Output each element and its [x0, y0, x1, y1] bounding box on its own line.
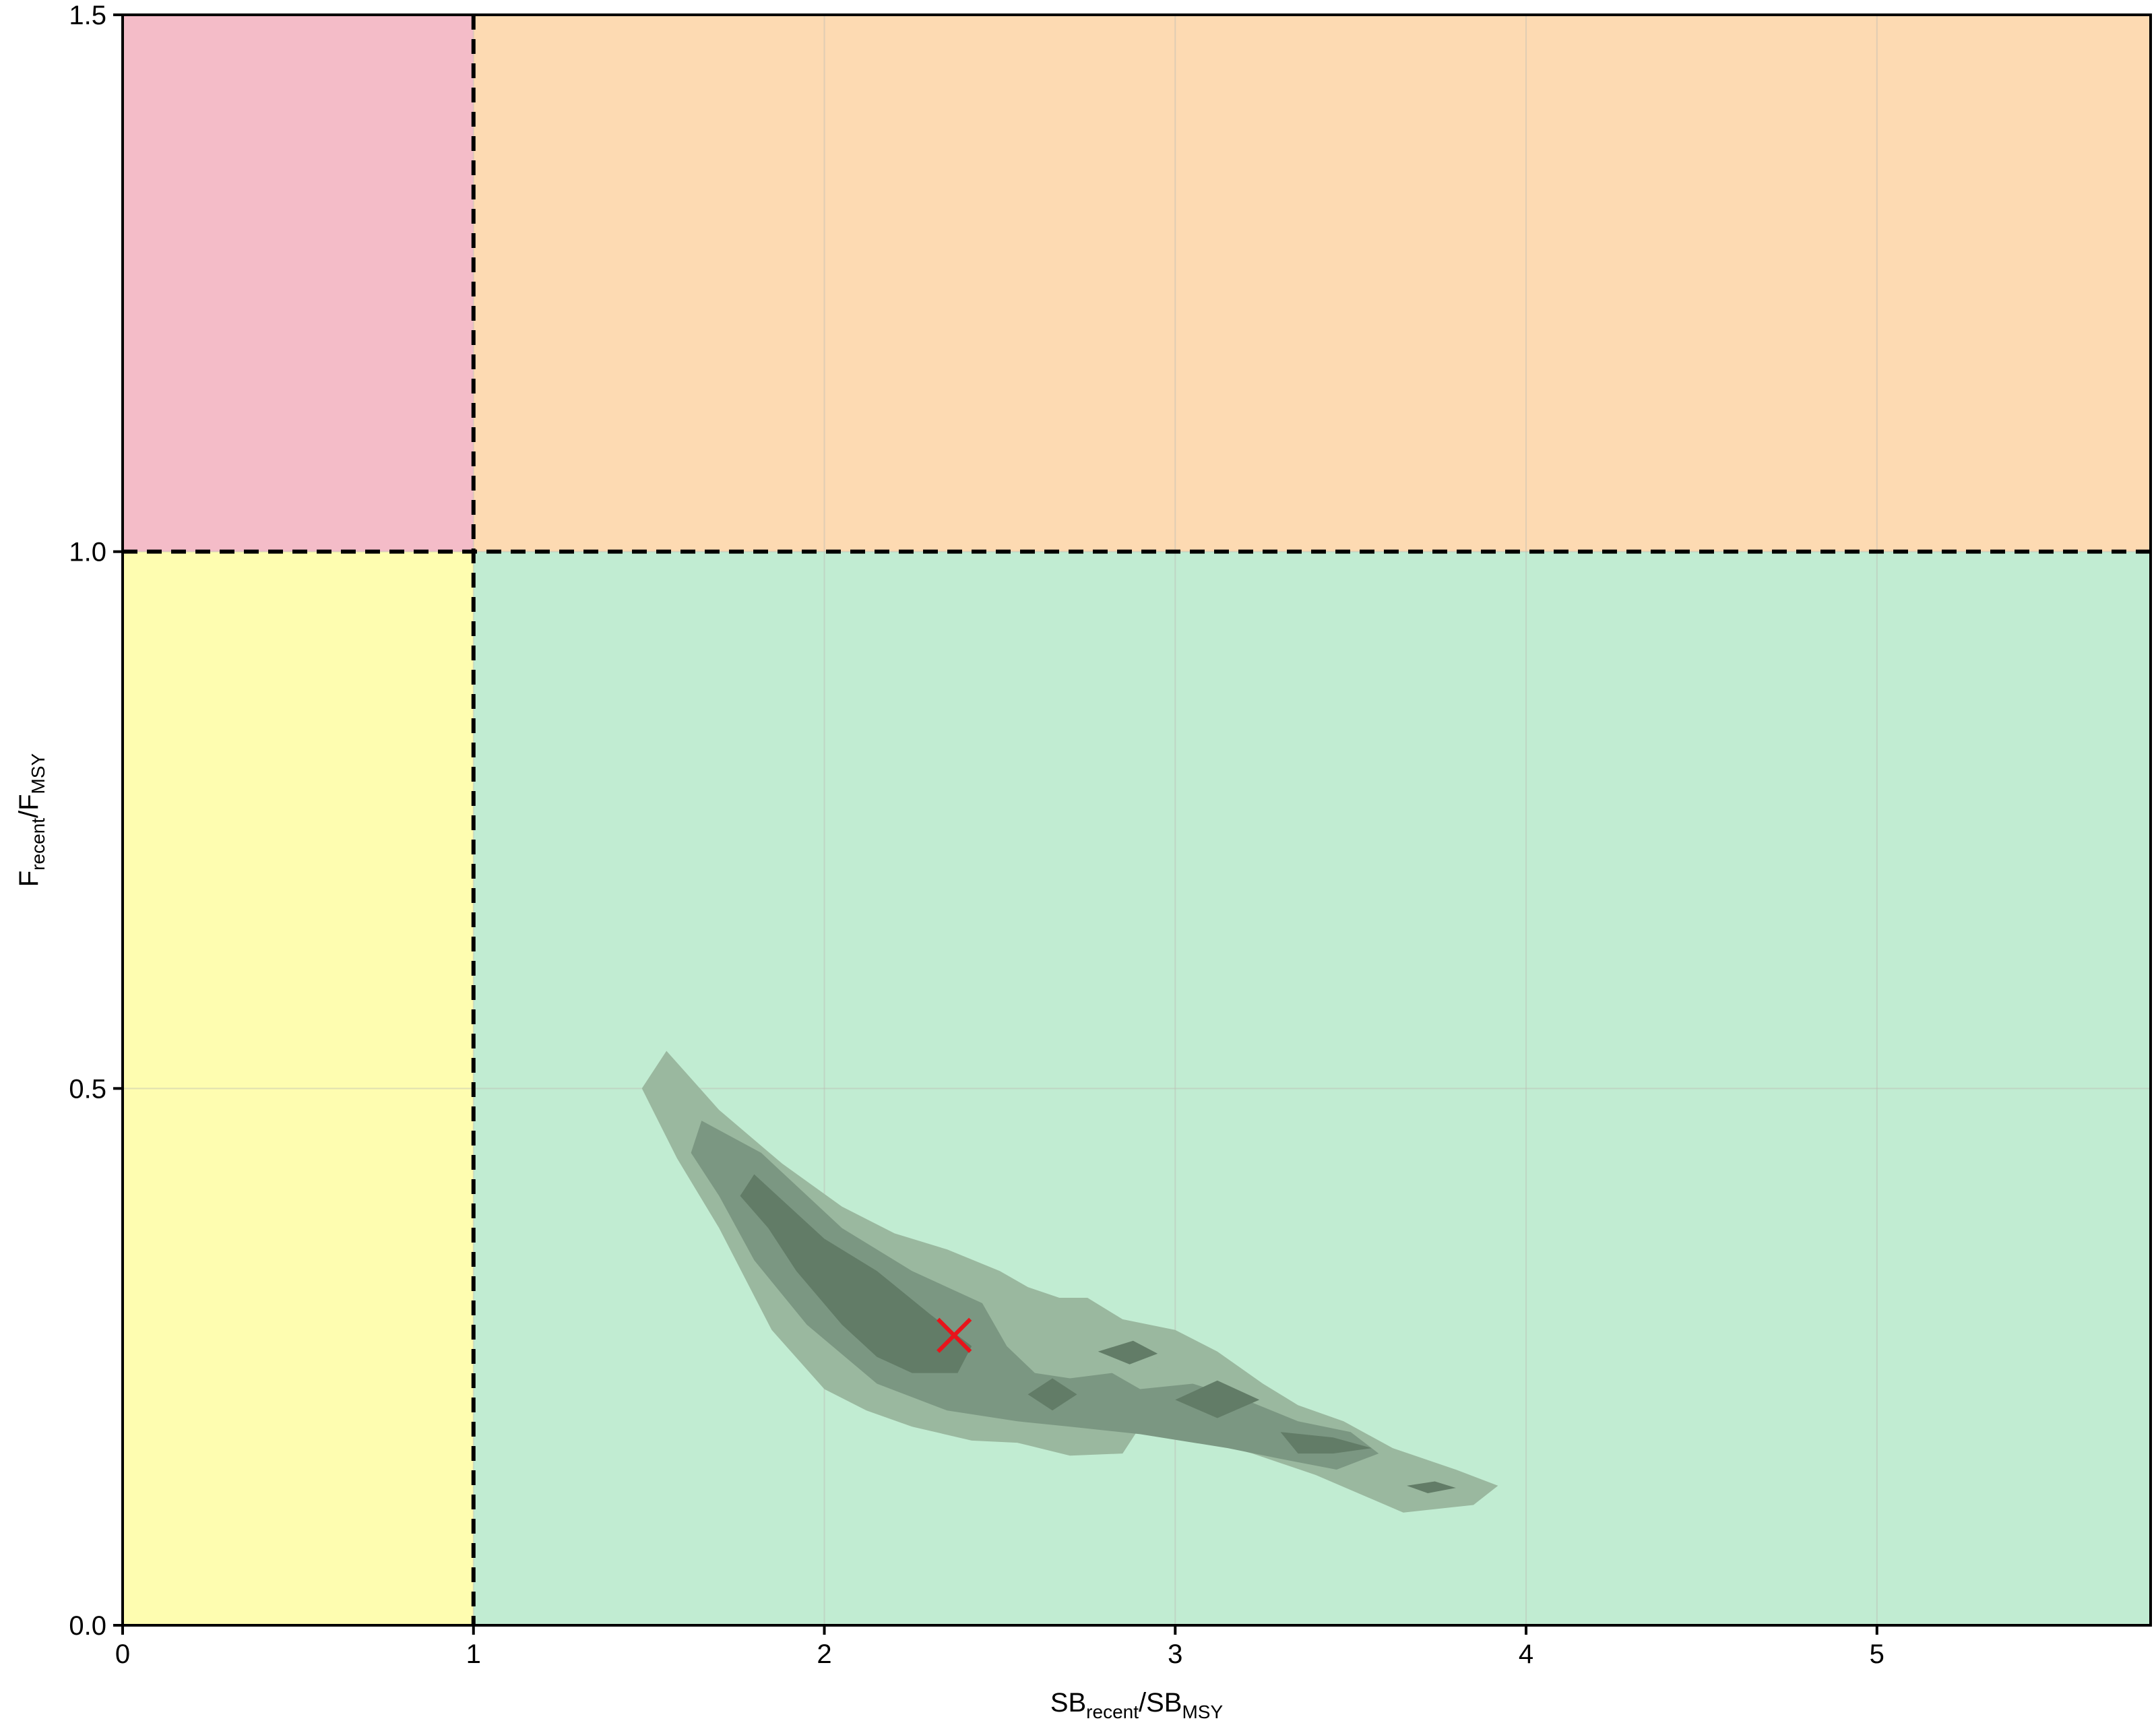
- y-tick-label: 0.5: [69, 1074, 106, 1104]
- contour-level-1: [641, 1050, 1498, 1513]
- x-axis-ticks: 0 1 2 3 4 5: [115, 1625, 1884, 1669]
- quadrant-overfishing: [473, 15, 2151, 552]
- reference-lines: [123, 15, 2151, 1625]
- y-tick-label: 1.5: [69, 1, 106, 30]
- quadrant-overfished: [123, 551, 474, 1625]
- point-estimate-marker: [937, 1317, 972, 1353]
- contour-level-3: [1280, 1432, 1372, 1454]
- x-tick-label: 2: [817, 1639, 831, 1669]
- y-axis-label: Frecent/FMSY: [14, 753, 49, 887]
- y-axis-label-base2: F: [14, 794, 44, 810]
- y-axis-label-sub2: MSY: [28, 753, 49, 794]
- x-axis-label-base1: SB: [1050, 1688, 1086, 1718]
- x-tick-label: 5: [1870, 1639, 1884, 1669]
- y-tick-label: 1.0: [69, 538, 106, 567]
- contour-level-3: [1175, 1380, 1260, 1418]
- contour-level-3: [740, 1174, 972, 1373]
- x-tick-label: 1: [466, 1639, 481, 1669]
- x-axis-label-sub1: recent: [1086, 1701, 1139, 1722]
- x-axis-label-base2: SB: [1146, 1688, 1182, 1718]
- contour-level-3: [1027, 1378, 1077, 1411]
- y-axis-label-sub1: recent: [28, 818, 49, 871]
- y-tick-label: 0.0: [69, 1611, 106, 1641]
- x-axis-label-slash: /: [1139, 1688, 1147, 1718]
- density-contours: [641, 1050, 1498, 1513]
- y-axis-label-base1: F: [14, 871, 44, 887]
- x-axis-label-sub2: MSY: [1182, 1701, 1223, 1722]
- x-tick-label: 3: [1168, 1639, 1182, 1669]
- y-axis-ticks: 0.0 0.5 1.0 1.5: [69, 1, 123, 1641]
- marker-stroke: [937, 1317, 972, 1353]
- x-tick-label: 4: [1519, 1639, 1533, 1669]
- contour-level-3: [1098, 1340, 1158, 1365]
- x-axis-label: SBrecent/SBMSY: [1050, 1688, 1224, 1722]
- x-tick-label: 0: [115, 1639, 130, 1669]
- contour-level-3: [1407, 1481, 1456, 1493]
- status-quadrants: [123, 15, 2151, 1625]
- y-axis-label-slash: /: [14, 810, 44, 818]
- quadrant-overfished-overfishing: [123, 15, 474, 552]
- plot-frame: [121, 13, 2152, 1627]
